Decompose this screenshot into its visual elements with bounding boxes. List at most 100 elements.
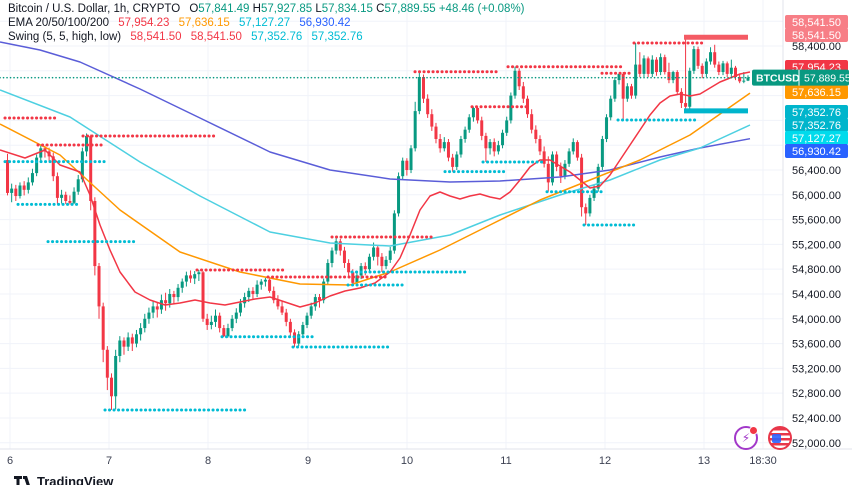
price-tick-label: 56,000.00 — [792, 190, 841, 202]
price-value-label-bg — [785, 131, 848, 145]
candle-body — [742, 80, 746, 82]
candle-body — [709, 52, 713, 62]
candle-body — [334, 241, 338, 251]
tradingview-logo[interactable]: TradingView — [14, 474, 113, 485]
ohlc-values: O57,841.49 H57,927.85 L57,834.15 C57,889… — [189, 3, 525, 15]
candle-body — [189, 275, 193, 279]
candle-body — [80, 151, 84, 180]
candle-body — [126, 337, 130, 347]
price-tick-label: 54,400.00 — [792, 289, 841, 301]
ticker-label: BTCUSD — [756, 73, 800, 85]
candle-body — [725, 63, 729, 74]
candle-body — [692, 49, 696, 71]
candle-body — [704, 61, 708, 74]
ema20-value: 57,954.23 — [118, 17, 170, 29]
candle-body — [234, 312, 238, 319]
striped-sphere-icon[interactable] — [768, 426, 792, 450]
candle-body — [646, 58, 650, 74]
ema50-value: 57,636.15 — [178, 17, 230, 29]
candle-body — [209, 321, 213, 325]
candle-body — [667, 72, 671, 81]
candle-body — [284, 312, 288, 322]
price-value-label-bg — [785, 118, 848, 132]
ema100-value: 57,127.27 — [238, 17, 291, 29]
candle-body — [60, 194, 64, 198]
candle-body — [542, 151, 546, 164]
candle-body — [251, 290, 255, 294]
candle-body — [484, 135, 488, 149]
legend-ema-row[interactable]: EMA 20/50/100/200 57,954.23 57,636.15 57… — [8, 16, 525, 30]
candle-body — [496, 145, 500, 152]
candle-body — [746, 77, 750, 81]
candle-body — [93, 200, 97, 267]
candle-body — [363, 266, 367, 270]
ema200-value: 56,930.42 — [299, 17, 351, 29]
lightning-boost-icon[interactable]: ⚡ — [734, 426, 758, 450]
candle-body — [546, 163, 550, 183]
candle-body — [471, 107, 475, 118]
candle-body — [238, 303, 242, 313]
legend-symbol-row[interactable]: Bitcoin / U.S. Dollar, 1h, CRYPTO O57,84… — [8, 2, 525, 16]
candle-body — [97, 266, 101, 307]
candle-body — [384, 259, 388, 267]
price-tick-label: 54,800.00 — [792, 264, 841, 276]
candle-body — [305, 315, 309, 325]
candle-body — [380, 256, 384, 267]
candle-body — [276, 300, 280, 307]
candle-body — [713, 52, 717, 65]
candle-body — [164, 300, 168, 304]
candle-body — [226, 328, 230, 337]
price-tick-label: 55,200.00 — [792, 239, 841, 251]
candle-body — [517, 70, 521, 87]
time-tick-label: 6 — [7, 455, 13, 467]
time-tick-label: 10 — [401, 455, 413, 467]
time-tick-label: 9 — [305, 455, 311, 467]
swing-low-value-2: 57,352.76 — [311, 31, 363, 43]
ticker-price-label: 57,889.55 — [804, 73, 851, 85]
candle-body — [6, 160, 9, 193]
price-value-label-bg — [785, 28, 848, 42]
price-value-label: 57,636.15 — [792, 87, 841, 99]
price-axis[interactable]: 58,400.00 56,400.00 56,000.00 55,600.00 55,2… — [752, 0, 852, 485]
candle-body — [222, 328, 226, 337]
candle-body — [488, 142, 492, 149]
candle-body — [184, 275, 188, 282]
candle-body — [588, 197, 592, 214]
candle-body — [85, 135, 89, 152]
price-tick-label: 58,400.00 — [792, 41, 841, 53]
candle-body — [218, 315, 222, 329]
candle-body — [534, 129, 538, 139]
change-value: +48.46 (+0.08%) — [438, 3, 525, 15]
candle-body — [134, 334, 138, 344]
candle-body — [247, 290, 251, 298]
candle-body — [301, 324, 305, 335]
candle-body — [139, 328, 143, 335]
candle-body — [243, 297, 247, 304]
candle-body — [259, 281, 263, 285]
candle-body — [55, 176, 59, 198]
candle-body — [700, 65, 704, 74]
candle-body — [18, 185, 22, 197]
candle-body — [214, 315, 217, 322]
price-tick-label: 52,400.00 — [792, 413, 841, 425]
candle-body — [617, 73, 621, 81]
legend-swing-row[interactable]: Swing (5, 5, high, low) 58,541.50 58,541… — [8, 30, 525, 44]
candle-body — [476, 107, 480, 121]
notification-dot — [749, 426, 758, 435]
candle-body — [392, 213, 396, 251]
candle-body — [39, 148, 43, 158]
candle-body — [318, 297, 321, 301]
candle-body — [51, 156, 55, 177]
candle-body — [367, 256, 371, 270]
ema-100-line — [0, 89, 751, 247]
time-tick-label: 18:30 — [749, 455, 777, 467]
candle-body — [151, 306, 155, 313]
candle-body — [663, 57, 667, 73]
time-axis[interactable]: 6 7 8 9 10 11 12 13 18:30 — [0, 448, 852, 471]
candle-body — [401, 160, 405, 177]
candle-body — [72, 191, 76, 203]
candle-body — [376, 247, 380, 257]
candle-body — [205, 318, 209, 325]
